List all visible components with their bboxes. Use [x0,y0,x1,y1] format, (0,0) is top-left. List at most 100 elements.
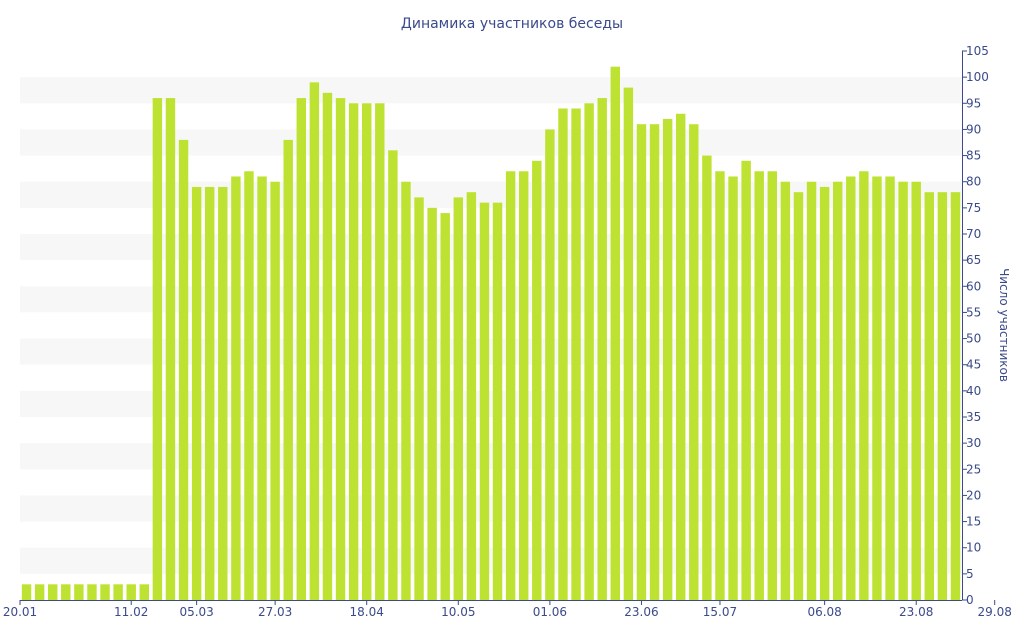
bar [466,192,477,601]
bar [283,139,293,600]
y-tick-label: 25 [966,462,981,476]
bar [505,171,516,600]
x-tick-label: 01.06 [533,605,567,619]
bar [152,98,163,600]
bar [911,181,921,600]
bar [492,202,503,600]
bar [61,584,71,600]
bar [833,181,843,600]
axes [20,51,963,601]
y-tick-label: 50 [966,332,981,346]
bar [754,171,764,600]
y-tick-label: 10 [966,541,981,555]
bar [139,584,149,600]
x-tick-label: 15.07 [703,605,737,619]
bar [859,171,869,600]
y-tick-label: 75 [966,201,981,215]
bar [584,103,594,600]
bar [218,186,228,600]
bar [741,160,751,601]
bar [48,584,58,600]
y-tick-label: 105 [966,44,989,58]
grid-band [20,547,962,574]
bar [767,171,777,600]
bar [610,66,620,600]
y-tick-label: 40 [966,384,981,398]
y-ticks: 0 5 10 15 20 25 30 35 40 45 50 55 60 65 70 75 80 85 90 95 10… [962,44,989,607]
bar [872,176,882,601]
grid-band [20,338,962,365]
bar [689,124,699,600]
bar [545,129,555,600]
x-tick-label: 20.01 [3,605,37,619]
y-tick-label: 70 [966,227,981,241]
grid-band [20,390,962,417]
y-tick-label: 20 [966,488,981,502]
y-tick-label: 100 [966,70,989,84]
bar [401,181,411,600]
x-tick-label: 06.08 [807,605,841,619]
bar [662,118,673,600]
bar [414,197,424,600]
bar [532,160,542,601]
y-tick-label: 35 [966,410,981,424]
y-tick-label: 60 [966,279,981,293]
bar [257,176,267,601]
y-tick-label: 95 [966,96,981,110]
bar [780,181,791,600]
bar [388,150,398,600]
y-tick-label: 5 [966,567,974,581]
bar [165,98,176,600]
bar [597,98,607,600]
bar [715,171,725,600]
bar [558,108,568,600]
x-tick-label: 23.08 [899,605,933,619]
bar [649,124,660,600]
chart-title: Динамика участников беседы [401,16,623,32]
grid-bands [20,77,962,574]
bar [296,98,306,600]
bar [806,181,817,600]
bar [348,103,359,600]
y-axis-label: Число участников [997,268,1011,382]
y-tick-label: 55 [966,305,981,319]
bar [519,171,529,600]
grid-band [20,77,962,104]
bar [322,92,333,600]
y-tick-label: 85 [966,149,981,163]
y-tick-label: 30 [966,436,981,450]
bar [87,584,97,600]
x-ticks: 20.01 11.02 05.03 27.03 18.04 10.05 01.06 23.06… [3,600,1012,619]
bar [231,176,241,601]
bar [178,139,189,600]
bar [676,113,686,601]
bar [270,181,280,600]
grid-band [20,181,962,208]
bar [898,181,908,600]
x-tick-label: 05.03 [179,605,213,619]
x-tick-label: 10.05 [441,605,475,619]
y-tick-label: 65 [966,253,981,267]
bar [702,155,712,600]
y-tick-label: 80 [966,175,981,189]
bar [623,87,634,601]
bars [21,66,961,601]
grid-band [20,495,962,522]
bar [113,584,123,600]
bar [571,108,581,600]
bar [375,103,385,600]
bar [950,192,961,601]
y-tick-label: 15 [966,515,981,529]
bar [126,584,136,600]
bar [924,192,934,601]
y-tick-label: 45 [966,358,981,372]
bar [21,584,32,600]
y-tick-label: 0 [966,593,974,607]
bar [335,98,346,600]
x-tick-label: 23.06 [624,605,658,619]
x-tick-label: 11.02 [114,605,148,619]
bar [636,124,647,600]
bar [846,176,856,601]
